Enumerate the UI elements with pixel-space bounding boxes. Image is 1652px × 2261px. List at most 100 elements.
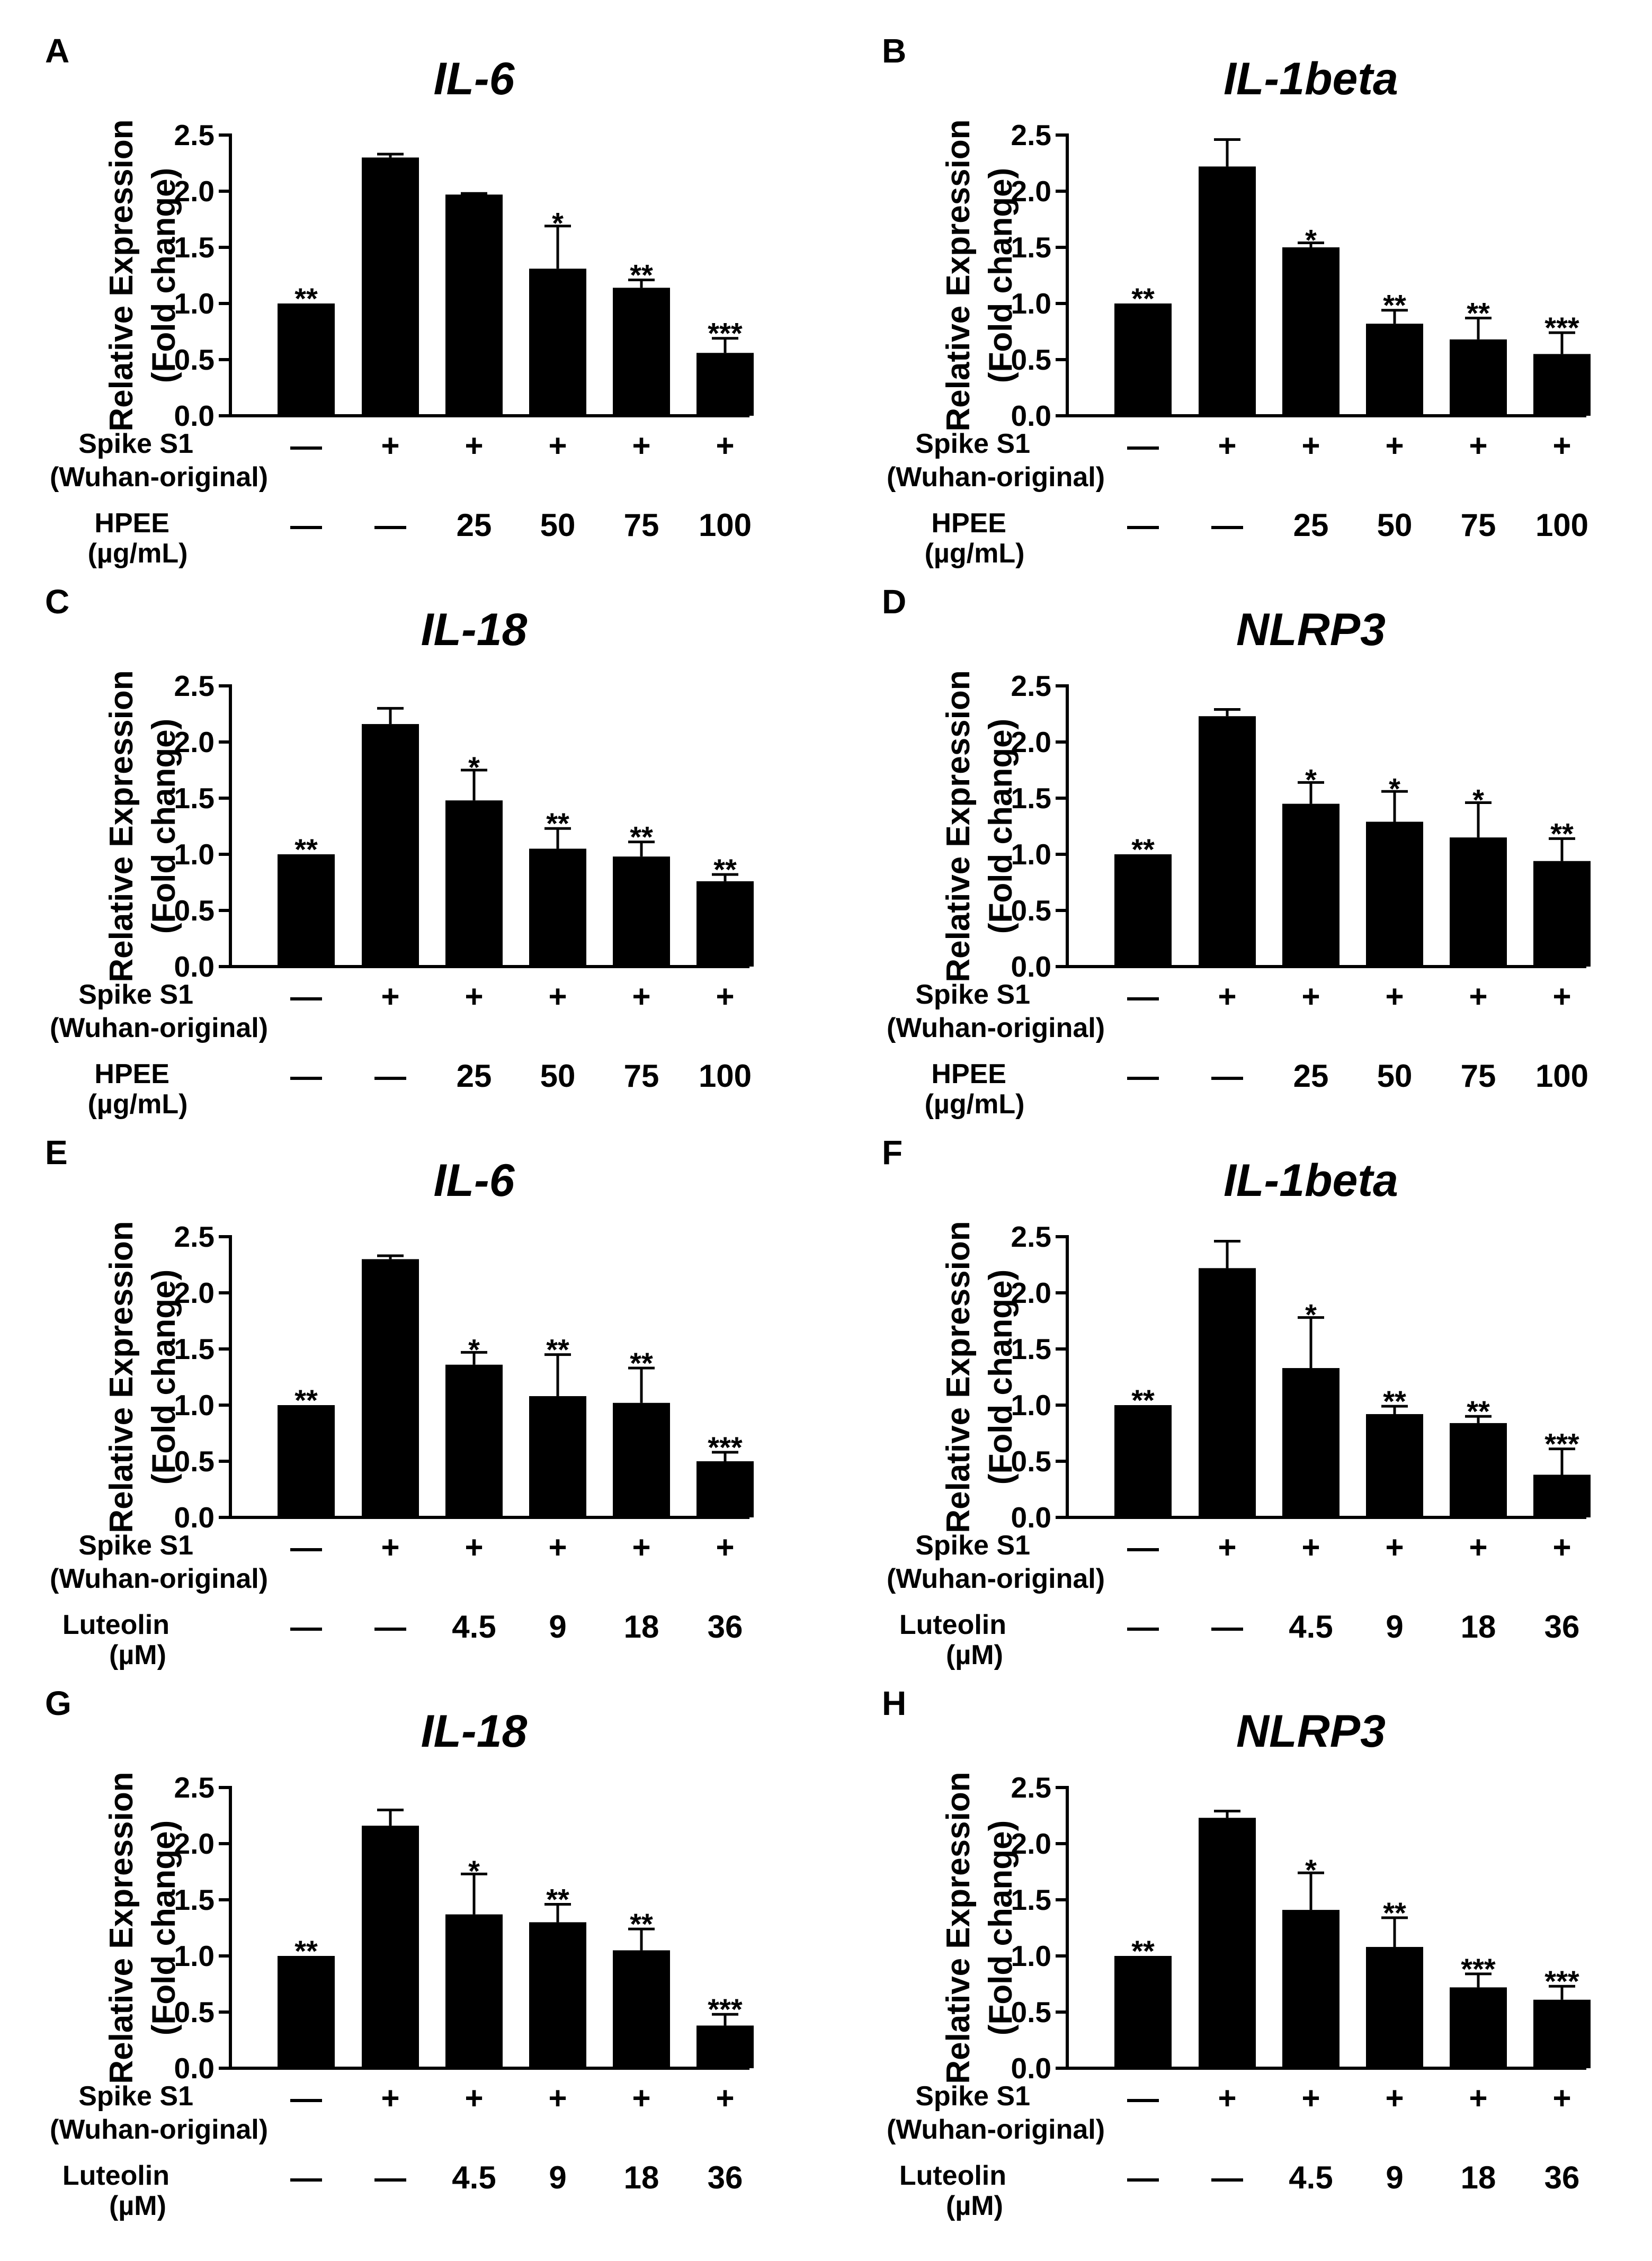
bar (1114, 854, 1172, 967)
treatment-row-value: 4.5 (1289, 1609, 1333, 1645)
treatment-row-value: 100 (699, 507, 752, 543)
treatment-row-label: Luteolin (899, 2160, 1006, 2191)
treatment-row-value: — (1211, 1609, 1243, 1645)
y-axis-label-line2: (Fold change) (983, 1820, 1019, 2035)
chart-panel-f: F IL-1beta Relative Expression (Fold change… (882, 1133, 1591, 1670)
significance-label: ** (294, 833, 318, 866)
spike-row-value: + (1218, 428, 1236, 463)
treatment-row-value: 25 (1293, 507, 1329, 543)
treatment-row-label: HPEE (931, 1059, 1006, 1089)
treatment-row-value: 4.5 (1289, 2160, 1333, 2195)
spike-row-value: — (290, 2080, 322, 2116)
treatment-row-value: — (290, 507, 322, 543)
spike-row-label: Spike S1 (78, 979, 193, 1010)
y-tick-label: 0.0 (174, 2052, 215, 2085)
treatment-row-value: 100 (1535, 1058, 1588, 1094)
bar (1282, 1910, 1340, 2068)
treatment-row-value: 75 (1461, 1058, 1496, 1094)
y-tick-label: 1.5 (1011, 231, 1051, 264)
y-tick-label: 0.5 (1011, 343, 1051, 376)
chart-title: IL-18 (421, 1706, 528, 1757)
y-tick-label: 1.0 (174, 1940, 215, 1972)
treatment-row-sublabel: (µg/mL) (88, 538, 188, 569)
bar (1533, 1474, 1591, 1517)
y-tick-label: 1.5 (174, 782, 215, 815)
y-tick-label: 2.5 (174, 1771, 215, 1804)
spike-row-value: + (1385, 979, 1404, 1014)
y-tick-label: 1.0 (174, 838, 215, 871)
y-tick-label: 2.0 (174, 1827, 215, 1860)
spike-row-value: — (290, 428, 322, 463)
significance-label: ** (294, 1934, 318, 1968)
bar (362, 1259, 419, 1517)
bar (1199, 1268, 1256, 1517)
panel-letter: B (882, 32, 906, 70)
spike-row-value: + (465, 1530, 483, 1565)
y-axis-label: Relative Expression (Fold change) (940, 670, 1019, 982)
y-axis-label-line2: (Fold change) (146, 1820, 182, 2035)
bar (529, 848, 586, 967)
y-axis-label-line2: (Fold change) (146, 168, 182, 383)
significance-label: *** (708, 1431, 743, 1464)
spike-row-value: + (632, 2080, 650, 2116)
treatment-row-value: 100 (1535, 507, 1588, 543)
spike-row-value: + (548, 428, 567, 463)
y-tick-label: 2.0 (174, 1276, 215, 1309)
spike-row-value: + (548, 2080, 567, 2116)
spike-row-value: + (548, 1530, 567, 1565)
treatment-row-value: — (1127, 2160, 1159, 2195)
bar (1450, 1987, 1507, 2068)
bar (278, 1405, 335, 1517)
y-tick-label: 1.5 (174, 1333, 215, 1365)
spike-row-sublabel: (Wuhan-original) (50, 1563, 268, 1594)
y-axis-label-line1: Relative Expression (103, 670, 140, 982)
y-axis-label-line1: Relative Expression (940, 670, 977, 982)
spike-row-value: + (381, 979, 399, 1014)
spike-row-value: + (716, 1530, 734, 1565)
y-tick-label: 2.5 (1011, 669, 1051, 702)
spike-row-value: + (1469, 1530, 1487, 1565)
treatment-row-value: — (374, 507, 406, 543)
spike-row-value: + (1218, 2080, 1236, 2116)
y-tick-label: 2.5 (1011, 119, 1051, 151)
y-tick-label: 0.5 (174, 894, 215, 927)
spike-row-value: + (716, 428, 734, 463)
spike-row-value: + (1469, 979, 1487, 1014)
bar (1282, 803, 1340, 967)
treatment-row-value: 18 (1461, 2160, 1496, 2195)
y-tick-label: 2.0 (1011, 1276, 1051, 1309)
spike-row-label: Spike S1 (915, 979, 1030, 1010)
y-axis-label-line2: (Fold change) (146, 1270, 182, 1485)
spike-row-value: + (1552, 428, 1571, 463)
bar (362, 1826, 419, 2068)
treatment-row-label: Luteolin (62, 2160, 169, 2191)
bar (696, 353, 754, 416)
bar (613, 1402, 670, 1517)
y-axis-label-line2: (Fold change) (146, 719, 182, 934)
significance-label: ** (1131, 833, 1155, 866)
spike-row-value: + (632, 428, 650, 463)
treatment-row-sublabel: (µg/mL) (925, 1089, 1025, 1120)
bar (1533, 1999, 1591, 2068)
y-tick-label: 2.5 (1011, 1220, 1051, 1253)
treatment-row-value: 25 (1293, 1058, 1329, 1094)
chart-title: NLRP3 (1236, 1706, 1386, 1757)
treatment-row-value: 50 (1377, 507, 1413, 543)
y-tick-label: 1.0 (1011, 838, 1051, 871)
treatment-row-value: — (1127, 507, 1159, 543)
spike-row-sublabel: (Wuhan-original) (887, 2114, 1105, 2145)
y-tick-label: 2.5 (174, 1220, 215, 1253)
treatment-row-value: 4.5 (452, 1609, 496, 1645)
spike-row-value: + (1552, 2080, 1571, 2116)
significance-label: * (1305, 224, 1317, 257)
significance-label: *** (1544, 311, 1579, 344)
bar (613, 1950, 670, 2068)
y-tick-label: 1.0 (1011, 1389, 1051, 1422)
spike-row-value: + (1218, 1530, 1236, 1565)
y-axis-label: Relative Expression (Fold change) (103, 1221, 182, 1533)
spike-row-value: — (1127, 979, 1159, 1014)
treatment-row-value: 36 (1544, 1609, 1580, 1645)
y-tick-label: 2.5 (174, 669, 215, 702)
